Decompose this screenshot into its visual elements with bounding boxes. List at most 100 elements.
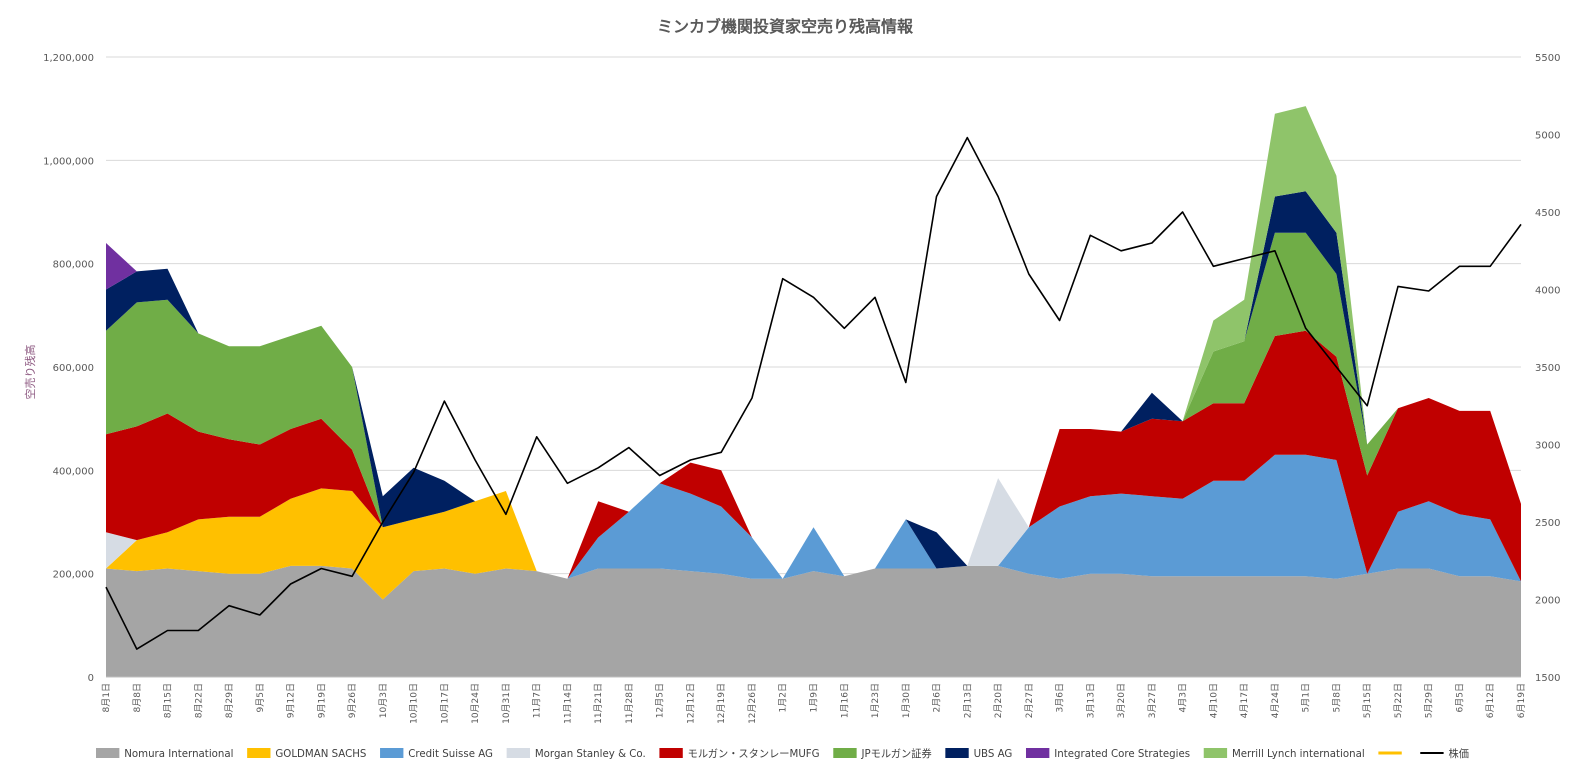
legend: Nomura International GOLDMAN SACHS Credit …	[96, 747, 1469, 760]
x-tick-label: 9月26日	[347, 683, 358, 718]
x-tick-label: 4月3日	[1178, 683, 1189, 712]
y2-tick-label: 3500	[1535, 363, 1560, 374]
legend-swatch	[380, 748, 404, 758]
area-series-1	[106, 488, 1521, 600]
x-tick-label: 4月24日	[1270, 683, 1281, 718]
x-tick-label: 2月13日	[962, 683, 973, 718]
x-tick-label: 12月12日	[685, 683, 696, 724]
x-tick-label: 12月19日	[716, 683, 727, 724]
x-tick-label: 1月9日	[809, 683, 820, 712]
legend-item: Credit Suisse AG	[380, 748, 493, 760]
y-axis-label: 空売り残高	[23, 345, 37, 400]
y2-tick-label: 5000	[1535, 131, 1560, 142]
x-tick-label: 1月16日	[839, 683, 850, 718]
y-tick-label: 600,000	[53, 363, 94, 374]
y-tick-label: 400,000	[53, 466, 94, 477]
y2-tick-label: 3000	[1535, 441, 1560, 452]
y-tick-label: 800,000	[53, 260, 94, 271]
x-tick-label: 3月27日	[1147, 683, 1158, 718]
legend-item: Merrill Lynch international	[1203, 748, 1365, 760]
y-axis-right: 1500 2000 2500 3000 3500 4000 4500 5000 5500	[1535, 53, 1560, 684]
x-tick-label: 1月2日	[778, 683, 789, 712]
area-series-0	[106, 565, 1521, 677]
x-tick-label: 8月22日	[193, 683, 204, 718]
x-tick-label: 10月24日	[470, 683, 481, 724]
x-axis: 8月1日 8月8日 8月15日 8月22日 8月29日 9月5日 9月12日 9月19日 9月2…	[101, 676, 1527, 724]
legend-label: GOLDMAN SACHS	[275, 748, 366, 760]
x-tick-label: 3月20日	[1116, 683, 1127, 718]
legend-swatch	[247, 748, 271, 758]
price-line	[105, 136, 1522, 650]
legend-label: Integrated Core Strategies	[1054, 748, 1190, 760]
legend-label: Credit Suisse AG	[408, 748, 493, 760]
y2-tick-label: 2000	[1535, 596, 1560, 607]
x-tick-label: 8月1日	[101, 683, 112, 712]
y-tick-label: 1,200,000	[43, 53, 94, 64]
y2-tick-label: 1500	[1535, 673, 1560, 684]
x-tick-label: 6月19日	[1516, 683, 1527, 718]
x-tick-label: 9月19日	[316, 683, 327, 718]
legend-item: Nomura International	[96, 748, 233, 760]
chart-title: ミンカブ機関投資家空売り残高情報	[657, 17, 914, 36]
x-tick-label: 5月29日	[1424, 683, 1435, 718]
legend-label: JPモルガン証券	[861, 747, 933, 760]
area-series-8	[106, 106, 1521, 579]
x-tick-label: 2月6日	[932, 683, 943, 712]
x-tick-label: 2月20日	[993, 683, 1004, 718]
x-tick-label: 11月7日	[532, 683, 543, 718]
price-line-path	[105, 136, 1522, 650]
legend-item: Morgan Stanley & Co.	[506, 748, 646, 760]
x-tick-label: 4月17日	[1239, 683, 1250, 718]
x-tick-label: 11月14日	[562, 683, 573, 724]
legend-item: JPモルガン証券	[833, 747, 932, 760]
x-tick-label: 9月12日	[286, 683, 297, 718]
legend-label: モルガン・スタンレーMUFG	[688, 748, 820, 760]
legend-swatch	[506, 748, 530, 758]
legend-swatch	[96, 748, 120, 758]
legend-item: UBS AG	[945, 748, 1012, 760]
area-series-2	[106, 454, 1521, 582]
x-tick-label: 2月27日	[1024, 683, 1035, 718]
area-series-4	[106, 330, 1521, 582]
x-tick-label: 10月10日	[409, 683, 420, 724]
legend-swatch	[1203, 748, 1228, 758]
x-tick-label: 8月15日	[163, 683, 174, 718]
x-tick-label: 12月5日	[655, 683, 666, 718]
x-tick-label: 6月5日	[1454, 683, 1465, 712]
legend-item: GOLDMAN SACHS	[247, 748, 366, 760]
x-tick-label: 5月1日	[1301, 683, 1312, 712]
x-tick-label: 12月26日	[747, 683, 758, 724]
stacked-areas	[106, 106, 1521, 677]
legend-swatch	[945, 748, 969, 758]
legend-swatch	[833, 748, 857, 758]
x-tick-label: 4月10日	[1208, 683, 1219, 718]
y-axis-left: 0 200,000 400,000 600,000 800,000 1,000,000 1,…	[43, 53, 94, 684]
x-tick-label: 10月3日	[378, 683, 389, 718]
legend-swatch	[659, 748, 683, 758]
x-tick-label: 11月21日	[593, 683, 604, 724]
y-tick-label: 1,000,000	[43, 156, 94, 167]
x-tick-label: 1月30日	[901, 683, 912, 718]
legend-item: モルガン・スタンレーMUFG	[659, 748, 820, 760]
legend-label: Morgan Stanley & Co.	[535, 748, 646, 760]
legend-item: 株価	[1420, 747, 1469, 760]
legend-label: Nomura International	[124, 748, 233, 760]
x-tick-label: 5月22日	[1393, 683, 1404, 718]
x-tick-label: 10月17日	[439, 683, 450, 724]
y2-tick-label: 4500	[1535, 208, 1560, 219]
y-tick-label: 0	[88, 673, 94, 684]
x-tick-label: 1月23日	[870, 683, 881, 718]
x-tick-label: 5月8日	[1331, 683, 1342, 712]
x-tick-label: 10月31日	[501, 683, 512, 724]
x-tick-label: 9月5日	[255, 683, 266, 712]
legend-label: 株価	[1448, 747, 1468, 760]
legend-label: Merrill Lynch international	[1232, 748, 1365, 760]
legend-label: UBS AG	[974, 748, 1013, 760]
y-tick-label: 200,000	[53, 570, 94, 581]
x-tick-label: 8月29日	[224, 683, 235, 718]
y2-tick-label: 2500	[1535, 518, 1560, 529]
x-tick-label: 3月13日	[1085, 683, 1096, 718]
y2-tick-label: 5500	[1535, 53, 1560, 64]
